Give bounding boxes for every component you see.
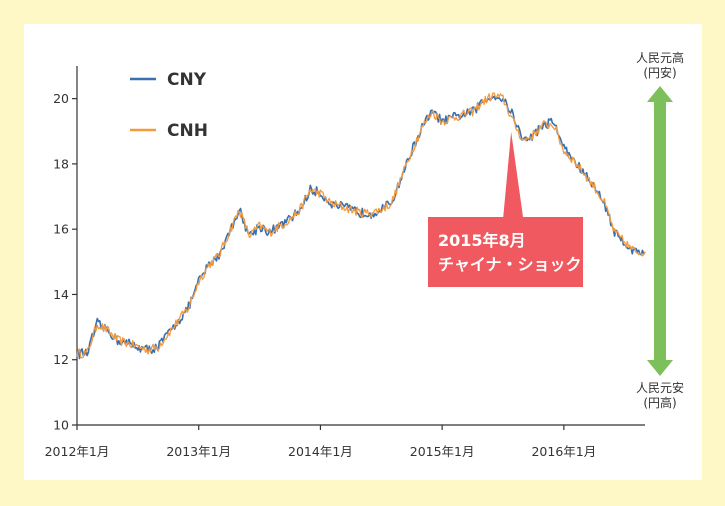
x-tick-label: 2016年1月 xyxy=(531,444,596,459)
label-yuan-strong: 人民元高 xyxy=(636,50,684,65)
y-tick-label: 12 xyxy=(53,352,69,367)
y-tick-label: 16 xyxy=(53,222,69,237)
x-ticks: 2012年1月 2013年1月 2014年1月 2015年1月 2016年1月 xyxy=(45,425,596,459)
arrow-up-icon xyxy=(647,86,673,102)
y-tick-label: 10 xyxy=(53,418,69,433)
x-tick-label: 2013年1月 xyxy=(166,444,231,459)
callout-pointer xyxy=(503,131,524,218)
callout-line-1: 2015年8月 xyxy=(438,231,526,250)
y-tick-label: 14 xyxy=(53,287,69,302)
arrow-shaft xyxy=(654,101,666,361)
x-tick-label: 2012年1月 xyxy=(45,444,110,459)
label-yen-weak: (円安) xyxy=(643,65,676,80)
chart-panel xyxy=(24,24,702,480)
callout-line-2: チャイナ・ショック xyxy=(438,255,582,274)
series-line-cnh xyxy=(76,92,646,359)
direction-indicator: 人民元高 (円安) 人民元安 (円高) xyxy=(636,50,684,410)
callout-box xyxy=(428,217,583,287)
x-tick-label: 2015年1月 xyxy=(410,444,475,459)
china-shock-callout: 2015年8月 チャイナ・ショック xyxy=(428,131,583,287)
axes xyxy=(76,66,645,426)
series-lines xyxy=(76,92,646,360)
label-yuan-weak: 人民元安 xyxy=(636,380,684,395)
label-yen-strong: (円高) xyxy=(643,395,676,410)
series-line-cny xyxy=(76,95,646,360)
legend-label-cnh: CNH xyxy=(167,121,208,141)
y-tick-label: 18 xyxy=(53,156,69,171)
legend-label-cny: CNY xyxy=(167,70,207,90)
arrow-down-icon xyxy=(647,360,673,376)
y-tick-label: 20 xyxy=(53,91,69,106)
x-tick-label: 2014年1月 xyxy=(288,444,353,459)
legend: CNY CNH xyxy=(130,70,208,141)
y-ticks: 10 12 14 16 18 20 xyxy=(53,91,77,433)
